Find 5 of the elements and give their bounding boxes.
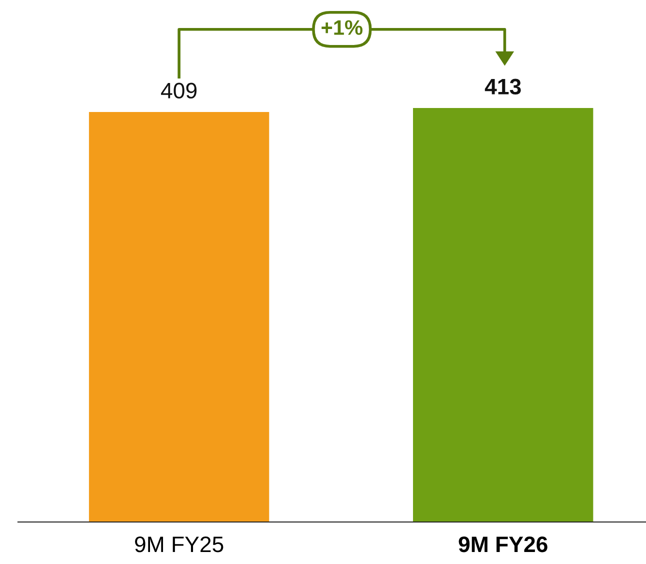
text: +1% bbox=[322, 20, 362, 35]
x-tick-label: 9M FY25 bbox=[135, 536, 224, 552]
x-tick-label: 9M FY26 bbox=[458, 536, 548, 552]
data-label: 413 bbox=[484, 78, 521, 95]
data-label: 409 bbox=[161, 82, 197, 99]
